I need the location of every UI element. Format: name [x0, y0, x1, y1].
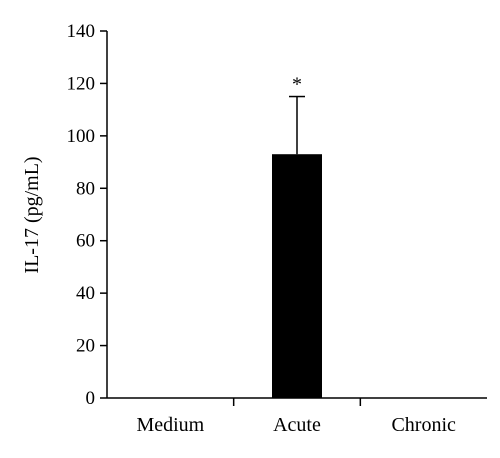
y-tick-label: 20	[76, 336, 95, 357]
y-tick-label: 0	[86, 388, 96, 409]
y-tick-label: 100	[67, 126, 96, 147]
y-tick-label: 140	[67, 21, 96, 42]
x-category-label: Medium	[136, 414, 204, 436]
y-tick-label: 80	[76, 178, 95, 199]
y-axis-title: IL-17 (pg/mL)	[21, 156, 43, 273]
x-category-label: Chronic	[391, 414, 456, 436]
y-tick-label: 60	[76, 231, 95, 252]
bar-acute	[272, 154, 322, 398]
x-axis: Medium Acute Chronic	[107, 397, 487, 436]
y-axis: 0 20 40 60 80 100 120 140	[67, 21, 108, 409]
y-tick-label: 40	[76, 283, 95, 304]
x-category-label: Acute	[273, 414, 321, 436]
bars: *	[272, 74, 322, 398]
y-tick-label: 120	[67, 73, 96, 94]
significance-marker: *	[292, 74, 302, 96]
